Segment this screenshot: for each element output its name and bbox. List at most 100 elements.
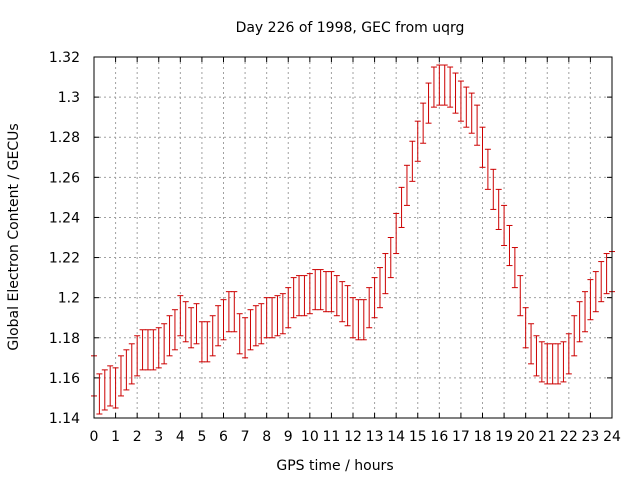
y-tick-label: 1.24	[49, 210, 80, 226]
error-bar-point	[236, 313, 243, 355]
error-bar-point	[468, 92, 475, 134]
error-bar-point	[312, 269, 319, 311]
error-bar-point	[447, 66, 454, 108]
error-bar-point	[474, 104, 481, 146]
error-bar-point	[538, 341, 545, 383]
error-bar-point	[587, 279, 594, 321]
error-bar-point	[490, 168, 497, 210]
error-bar-point	[209, 315, 216, 357]
x-tick-label: 16	[430, 429, 448, 445]
y-tick-label: 1.14	[49, 411, 80, 427]
x-tick-label: 4	[176, 429, 185, 445]
error-bar-point	[290, 277, 297, 319]
error-bar-point	[285, 287, 292, 329]
x-tick-label: 17	[452, 429, 470, 445]
error-bar-point	[204, 321, 211, 363]
error-bar-point	[269, 297, 276, 339]
error-bar-point	[376, 267, 383, 309]
error-bar-point	[603, 253, 610, 295]
error-bar-point	[571, 315, 578, 357]
error-bar-point	[144, 329, 151, 371]
chart-title: Day 226 of 1998, GEC from uqrg	[236, 20, 465, 36]
error-bar-point	[134, 335, 141, 377]
error-bar-point	[328, 271, 335, 313]
error-bar-point	[555, 343, 562, 385]
error-bar-point	[544, 343, 551, 385]
error-bar-point	[112, 367, 119, 409]
y-tick-label: 1.16	[49, 371, 80, 387]
axis-ticks	[93, 56, 613, 419]
x-tick-label: 1	[111, 429, 120, 445]
error-bar-point	[117, 355, 124, 397]
error-bar-point	[506, 224, 513, 267]
y-tick-label: 1.28	[49, 130, 80, 146]
error-bar-point	[403, 164, 410, 206]
x-tick-label: 12	[344, 429, 362, 445]
error-bar-point	[171, 309, 178, 351]
error-bar-point	[225, 291, 232, 333]
x-tick-label: 14	[387, 429, 405, 445]
error-bar-point	[528, 323, 535, 365]
error-bar-point	[463, 86, 470, 128]
error-bar-point	[398, 186, 405, 228]
x-tick-label: 8	[262, 429, 271, 445]
y-tick-label: 1.2	[58, 291, 80, 307]
error-bar-point	[420, 102, 427, 144]
error-bar-point	[247, 309, 254, 351]
error-bar-point	[371, 277, 378, 319]
error-bar-point	[344, 285, 351, 327]
error-bar-point	[409, 140, 416, 182]
error-bar-point	[430, 66, 437, 108]
x-tick-label: 19	[495, 429, 513, 445]
error-bar-point	[333, 275, 340, 317]
error-bar-point	[549, 343, 556, 385]
error-bar-point	[565, 333, 572, 375]
x-tick-label: 11	[323, 429, 341, 445]
x-tick-label: 21	[538, 429, 556, 445]
x-tick-label: 9	[284, 429, 293, 445]
y-tick-label: 1.18	[49, 331, 80, 347]
error-bar-point	[360, 299, 367, 341]
error-bar-point	[252, 305, 259, 347]
x-tick-label: 10	[301, 429, 319, 445]
error-bar-point	[161, 323, 168, 365]
error-bar-point	[339, 281, 346, 323]
y-tick-label: 1.26	[49, 170, 80, 186]
error-bar-point	[177, 295, 184, 337]
plot-frame	[93, 56, 613, 419]
error-bar-point	[522, 307, 529, 349]
x-tick-label: 23	[582, 429, 600, 445]
error-bar-point	[382, 253, 389, 295]
x-tick-label: 2	[133, 429, 142, 445]
x-tick-label: 7	[241, 429, 250, 445]
x-tick-label: 3	[154, 429, 163, 445]
error-bar-point	[366, 287, 373, 329]
y-tick-label: 1.22	[49, 251, 80, 267]
error-bar-point	[576, 301, 583, 343]
error-bar-point	[96, 373, 103, 415]
x-tick-label: 20	[517, 429, 535, 445]
x-tick-label: 24	[603, 429, 621, 445]
x-tick-label: 0	[90, 429, 99, 445]
error-bar-point	[425, 82, 432, 124]
x-tick-label: 18	[474, 429, 492, 445]
error-bar-point	[274, 295, 281, 337]
error-bar-point	[517, 275, 524, 317]
error-bar-point	[387, 237, 394, 279]
error-bar-point	[166, 315, 173, 357]
error-bar-point	[188, 307, 195, 349]
error-bar-point	[242, 317, 249, 359]
error-bar-point	[150, 329, 157, 371]
error-bar-point	[263, 297, 270, 339]
error-bar-point	[220, 299, 227, 341]
error-bar-series	[91, 64, 615, 415]
error-bar-point	[414, 120, 421, 162]
error-bar-point	[533, 335, 540, 377]
error-bar-point	[350, 297, 356, 339]
error-bar-point	[296, 275, 303, 317]
error-bar-point	[139, 329, 146, 371]
error-bar-point	[317, 269, 324, 311]
error-bar-point	[501, 204, 508, 247]
